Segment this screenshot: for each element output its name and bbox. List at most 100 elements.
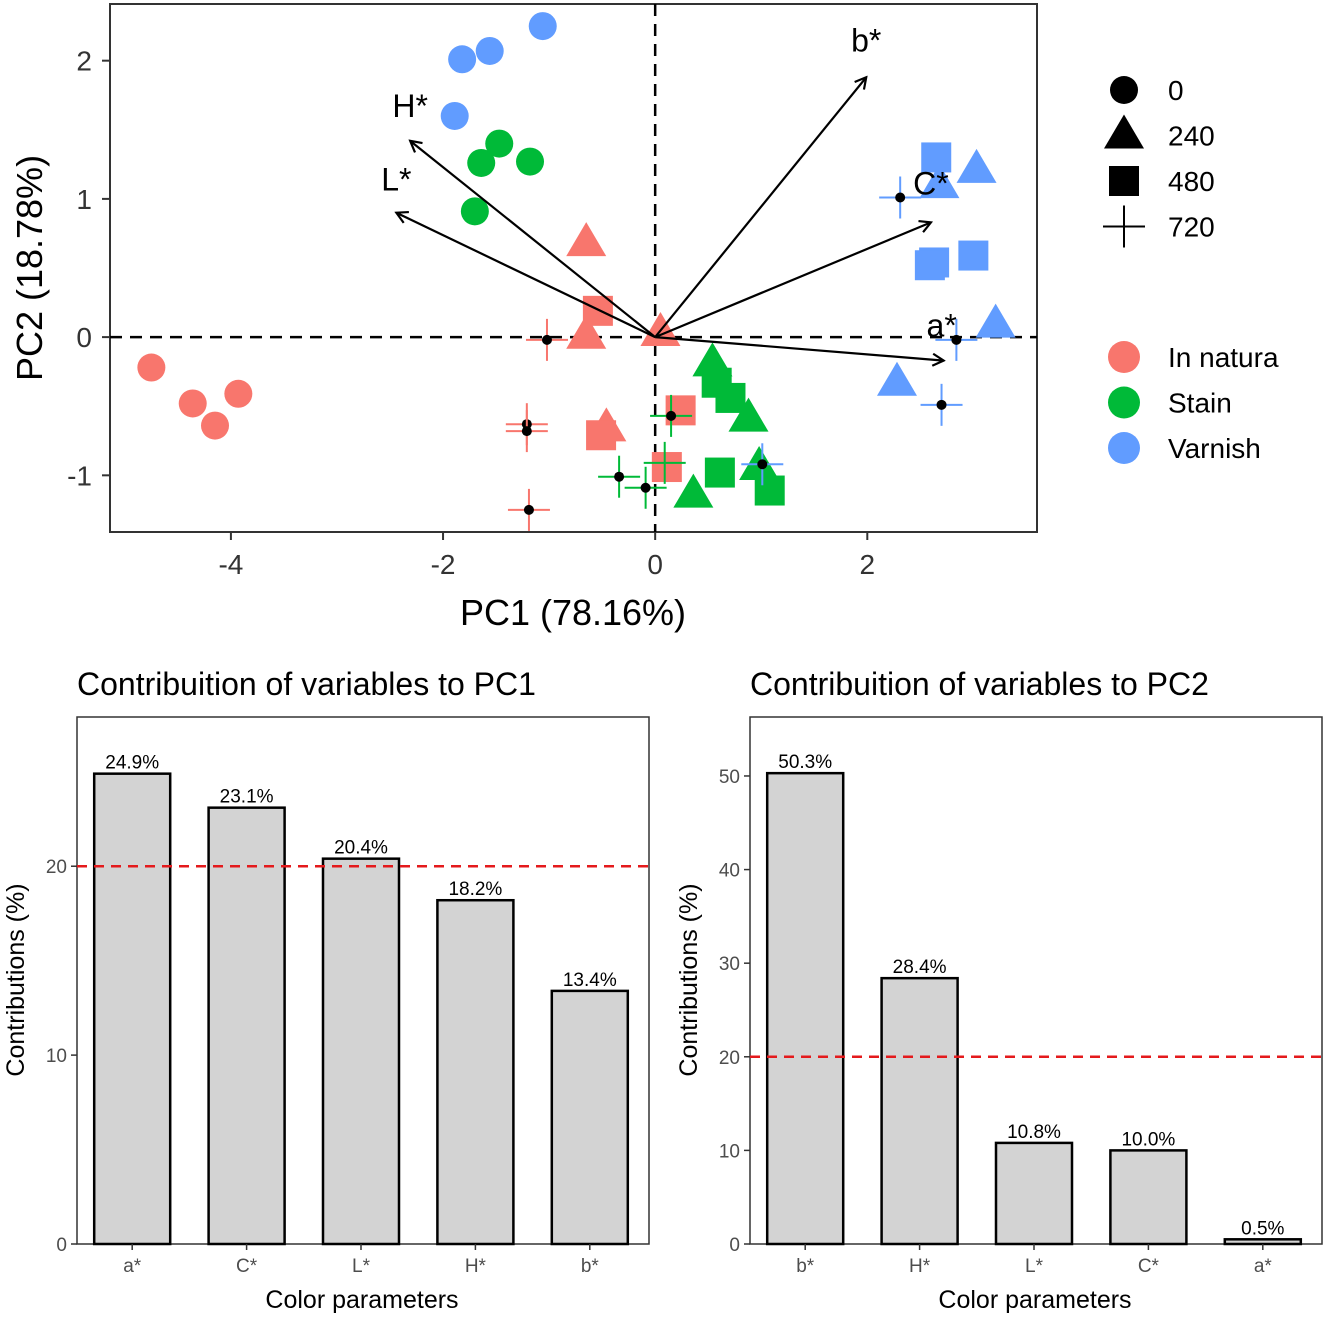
legend-label: In natura [1168,342,1279,373]
legend-label: 720 [1168,212,1215,243]
x-axis-label: Color parameters [265,1286,458,1314]
point-center-dot [757,459,768,470]
data-point [505,410,548,453]
data-point [448,45,477,74]
x-tick-label: a* [123,1256,142,1277]
data-point [224,379,253,408]
loading-label: L* [381,162,411,198]
data-point [975,303,1016,338]
loading-arrow [655,336,943,360]
pc2-contribution-chart: Contribuition of variables to PC2 Color … [675,666,1323,1314]
y-tick-label: 30 [719,954,740,975]
data-point [566,314,607,349]
y-tick-label: 40 [719,861,740,882]
data-point [201,411,230,440]
x-tick-label: C* [1138,1256,1160,1277]
data-point [467,148,496,177]
bar [550,989,630,1246]
loading-label: C* [913,165,949,201]
data-point [920,383,963,426]
y-axis-label: Contributions (%) [2,883,30,1076]
y-tick-label: 1 [76,184,92,215]
legend-square-icon [1109,166,1139,196]
data-point [879,176,922,219]
bar-value-label: 50.3% [778,752,832,773]
data-point [485,129,514,158]
bar-value-label: 10.0% [1121,1129,1175,1150]
legend: 0 240 480 720 In natura Stain Varnish [1103,75,1279,464]
x-tick-label: C* [236,1256,258,1277]
loading-arrow [654,77,866,338]
point-center-dot [895,192,906,203]
bar [436,898,515,1246]
data-point [958,240,989,271]
y-axis-label: Contributions (%) [675,883,703,1076]
bar [92,772,172,1246]
data-point [598,455,641,498]
point-center-dot [523,504,534,515]
data-point [754,475,785,506]
bar-value-label: 28.4% [893,957,947,978]
x-tick-label: b* [796,1256,815,1277]
bar-value-label: 20.4% [334,838,388,859]
legend-cross-icon [1103,205,1145,248]
data-point [921,142,952,173]
data-point [475,36,504,65]
data-point [728,397,769,432]
loading-label: H* [392,88,428,124]
data-point [741,443,784,486]
y-tick-label: 10 [46,1046,67,1067]
data-point [178,389,207,418]
x-tick-label: a* [1254,1256,1273,1277]
y-tick-label: 0 [76,322,92,353]
data-point [586,420,617,451]
y-tick-label: 0 [729,1235,740,1256]
data-point [525,318,568,361]
x-tick-label: H* [465,1256,487,1277]
bar [1109,1149,1188,1246]
bar [321,857,401,1246]
loading-arrow [654,222,931,339]
loading-label: a* [927,308,957,344]
x-axis-label: PC1 (78.16%) [460,592,686,633]
data-point [919,164,960,199]
data-point [582,295,613,326]
data-point [440,101,469,130]
legend-triangle-icon [1104,114,1144,149]
legend-label: 0 [1168,75,1184,106]
plot-panel [109,3,1038,533]
loading-arrow [396,213,656,339]
bar [765,771,845,1246]
legend-label: Stain [1168,388,1232,419]
loading-label: b* [851,22,881,58]
x-tick-label: L* [352,1256,371,1277]
y-tick-label: 10 [719,1141,740,1162]
y-tick-label: 2 [76,46,92,77]
data-point [528,12,557,41]
data-point [673,473,714,508]
data-point [876,361,917,396]
point-center-dot [666,410,677,421]
x-tick-label: 2 [860,549,876,580]
data-point [507,488,550,531]
legend-label: 240 [1168,121,1215,152]
pc1-contribution-chart: Contribuition of variables to PC1 Color … [2,666,650,1314]
legend-color-swatch [1108,432,1140,464]
bar [880,976,959,1246]
bar-value-label: 18.2% [448,879,502,900]
bar-value-label: 13.4% [563,970,617,991]
point-center-dot [640,482,651,493]
data-point [137,353,166,382]
x-axis-label: Color parameters [938,1286,1131,1314]
chart-title: Contribuition of variables to PC2 [750,666,1209,702]
data-point [715,382,746,413]
point-center-dot [541,334,552,345]
bar [994,1141,1074,1246]
legend-color-swatch [1108,386,1140,419]
bar-value-label: 24.9% [105,753,159,774]
x-tick-label: 0 [647,549,663,580]
data-point [914,250,945,281]
data-point [651,452,682,483]
x-tick-label: H* [909,1256,931,1277]
x-tick-label: -2 [431,549,456,580]
